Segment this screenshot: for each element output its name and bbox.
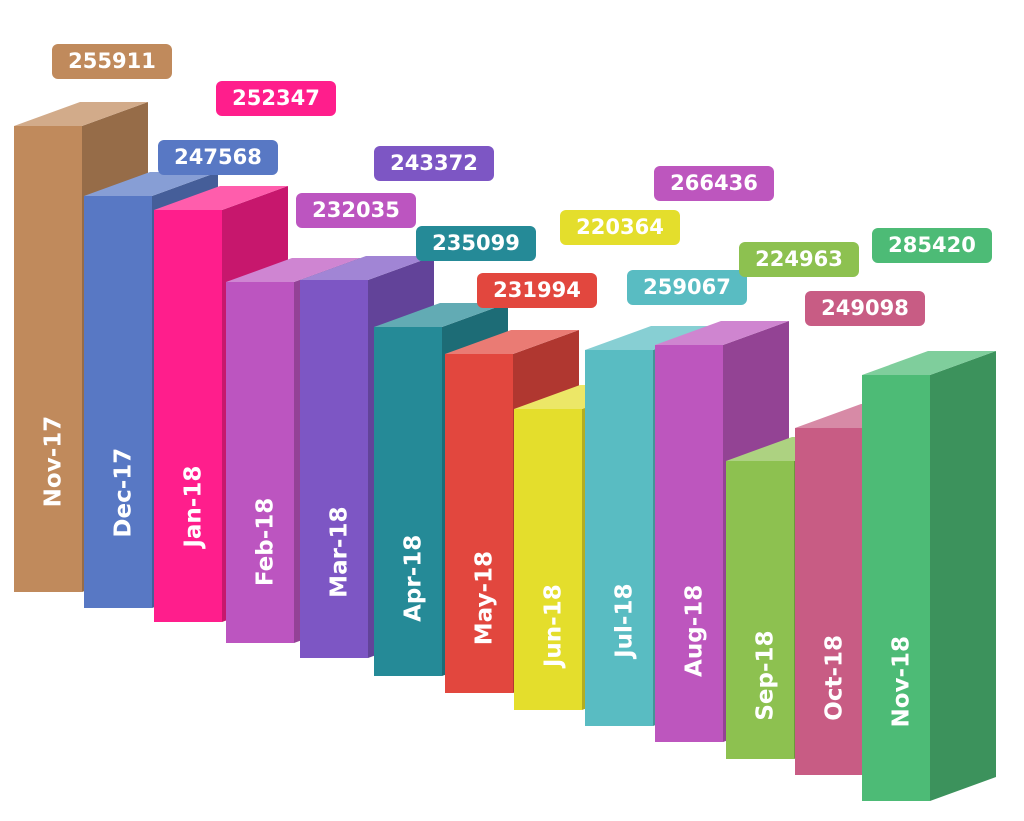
value-text: 249098 [821, 296, 909, 320]
value-text: 259067 [643, 275, 731, 299]
bar-front-face [862, 375, 930, 801]
value-badge [805, 291, 925, 326]
bar-front-face [374, 327, 442, 676]
bar-top-face [374, 303, 508, 327]
bar-top-face [226, 258, 360, 282]
bar-top-face [84, 172, 218, 196]
category-label: Apr-18 [401, 535, 427, 622]
bar-front-face [84, 196, 152, 608]
value-label-nov-18: 285420 [872, 228, 992, 263]
value-text: 266436 [670, 171, 758, 195]
bar-top-face [14, 102, 148, 126]
value-badge [560, 210, 680, 245]
value-badge [216, 81, 336, 116]
value-badge [374, 146, 494, 181]
category-label: Jul-18 [612, 584, 638, 660]
value-label-feb-18: 232035 [296, 193, 416, 228]
value-text: 224963 [755, 247, 843, 271]
value-text: 220364 [576, 215, 664, 239]
value-label-jan-18: 252347 [216, 81, 336, 116]
bar-side-face [930, 351, 996, 801]
value-text: 231994 [493, 278, 581, 302]
bar-top-face [585, 326, 719, 350]
bar-front-face [655, 345, 723, 742]
bar-front-face [300, 280, 368, 658]
value-label-dec-17: 247568 [158, 140, 278, 175]
category-label: May-18 [472, 551, 498, 645]
value-text: 232035 [312, 198, 400, 222]
value-label-may-18: 231994 [477, 273, 597, 308]
value-badge [627, 270, 747, 305]
bar-front-face [585, 350, 653, 726]
bar-top-face [154, 186, 288, 210]
value-text: 243372 [390, 151, 478, 175]
value-badge [296, 193, 416, 228]
bar-front-face [14, 126, 82, 592]
bar-top-face [655, 321, 789, 345]
value-label-mar-18: 243372 [374, 146, 494, 181]
category-label: Dec-17 [111, 448, 137, 538]
value-label-nov-17: 255911 [52, 44, 172, 79]
category-label: Oct-18 [822, 635, 848, 721]
category-label: Jan-18 [181, 466, 207, 550]
value-badge [654, 166, 774, 201]
value-label-jul-18: 259067 [627, 270, 747, 305]
bar-top-face [445, 330, 579, 354]
value-label-aug-18: 266436 [654, 166, 774, 201]
value-badge [52, 44, 172, 79]
value-text: 252347 [232, 86, 320, 110]
value-text: 235099 [432, 231, 520, 255]
bar-front-face [154, 210, 222, 622]
value-badge [158, 140, 278, 175]
category-label: Aug-18 [682, 585, 708, 677]
category-label: Feb-18 [253, 498, 279, 586]
category-label: Sep-18 [753, 630, 779, 720]
bar-top-face [300, 256, 434, 280]
bar-front-face [726, 461, 794, 759]
value-text: 247568 [174, 145, 262, 169]
value-label-apr-18: 235099 [416, 226, 536, 261]
category-label: Nov-17 [41, 416, 67, 508]
value-label-oct-18: 249098 [805, 291, 925, 326]
value-label-jun-18: 220364 [560, 210, 680, 245]
bar-front-face [445, 354, 513, 693]
bar-nov-18: Nov-18 [862, 351, 996, 801]
value-badge [477, 273, 597, 308]
value-text: 285420 [888, 233, 976, 257]
value-badge [416, 226, 536, 261]
category-label: Mar-18 [327, 507, 353, 598]
category-label: Nov-18 [889, 636, 915, 728]
value-badge [872, 228, 992, 263]
bar-front-face [795, 428, 863, 775]
value-text: 255911 [68, 49, 156, 73]
bar-front-face [514, 409, 582, 710]
value-label-sep-18: 224963 [739, 242, 859, 277]
bar-top-face [862, 351, 996, 375]
bar-front-face [226, 282, 294, 643]
value-badge [739, 242, 859, 277]
category-label: Jun-18 [541, 584, 567, 669]
